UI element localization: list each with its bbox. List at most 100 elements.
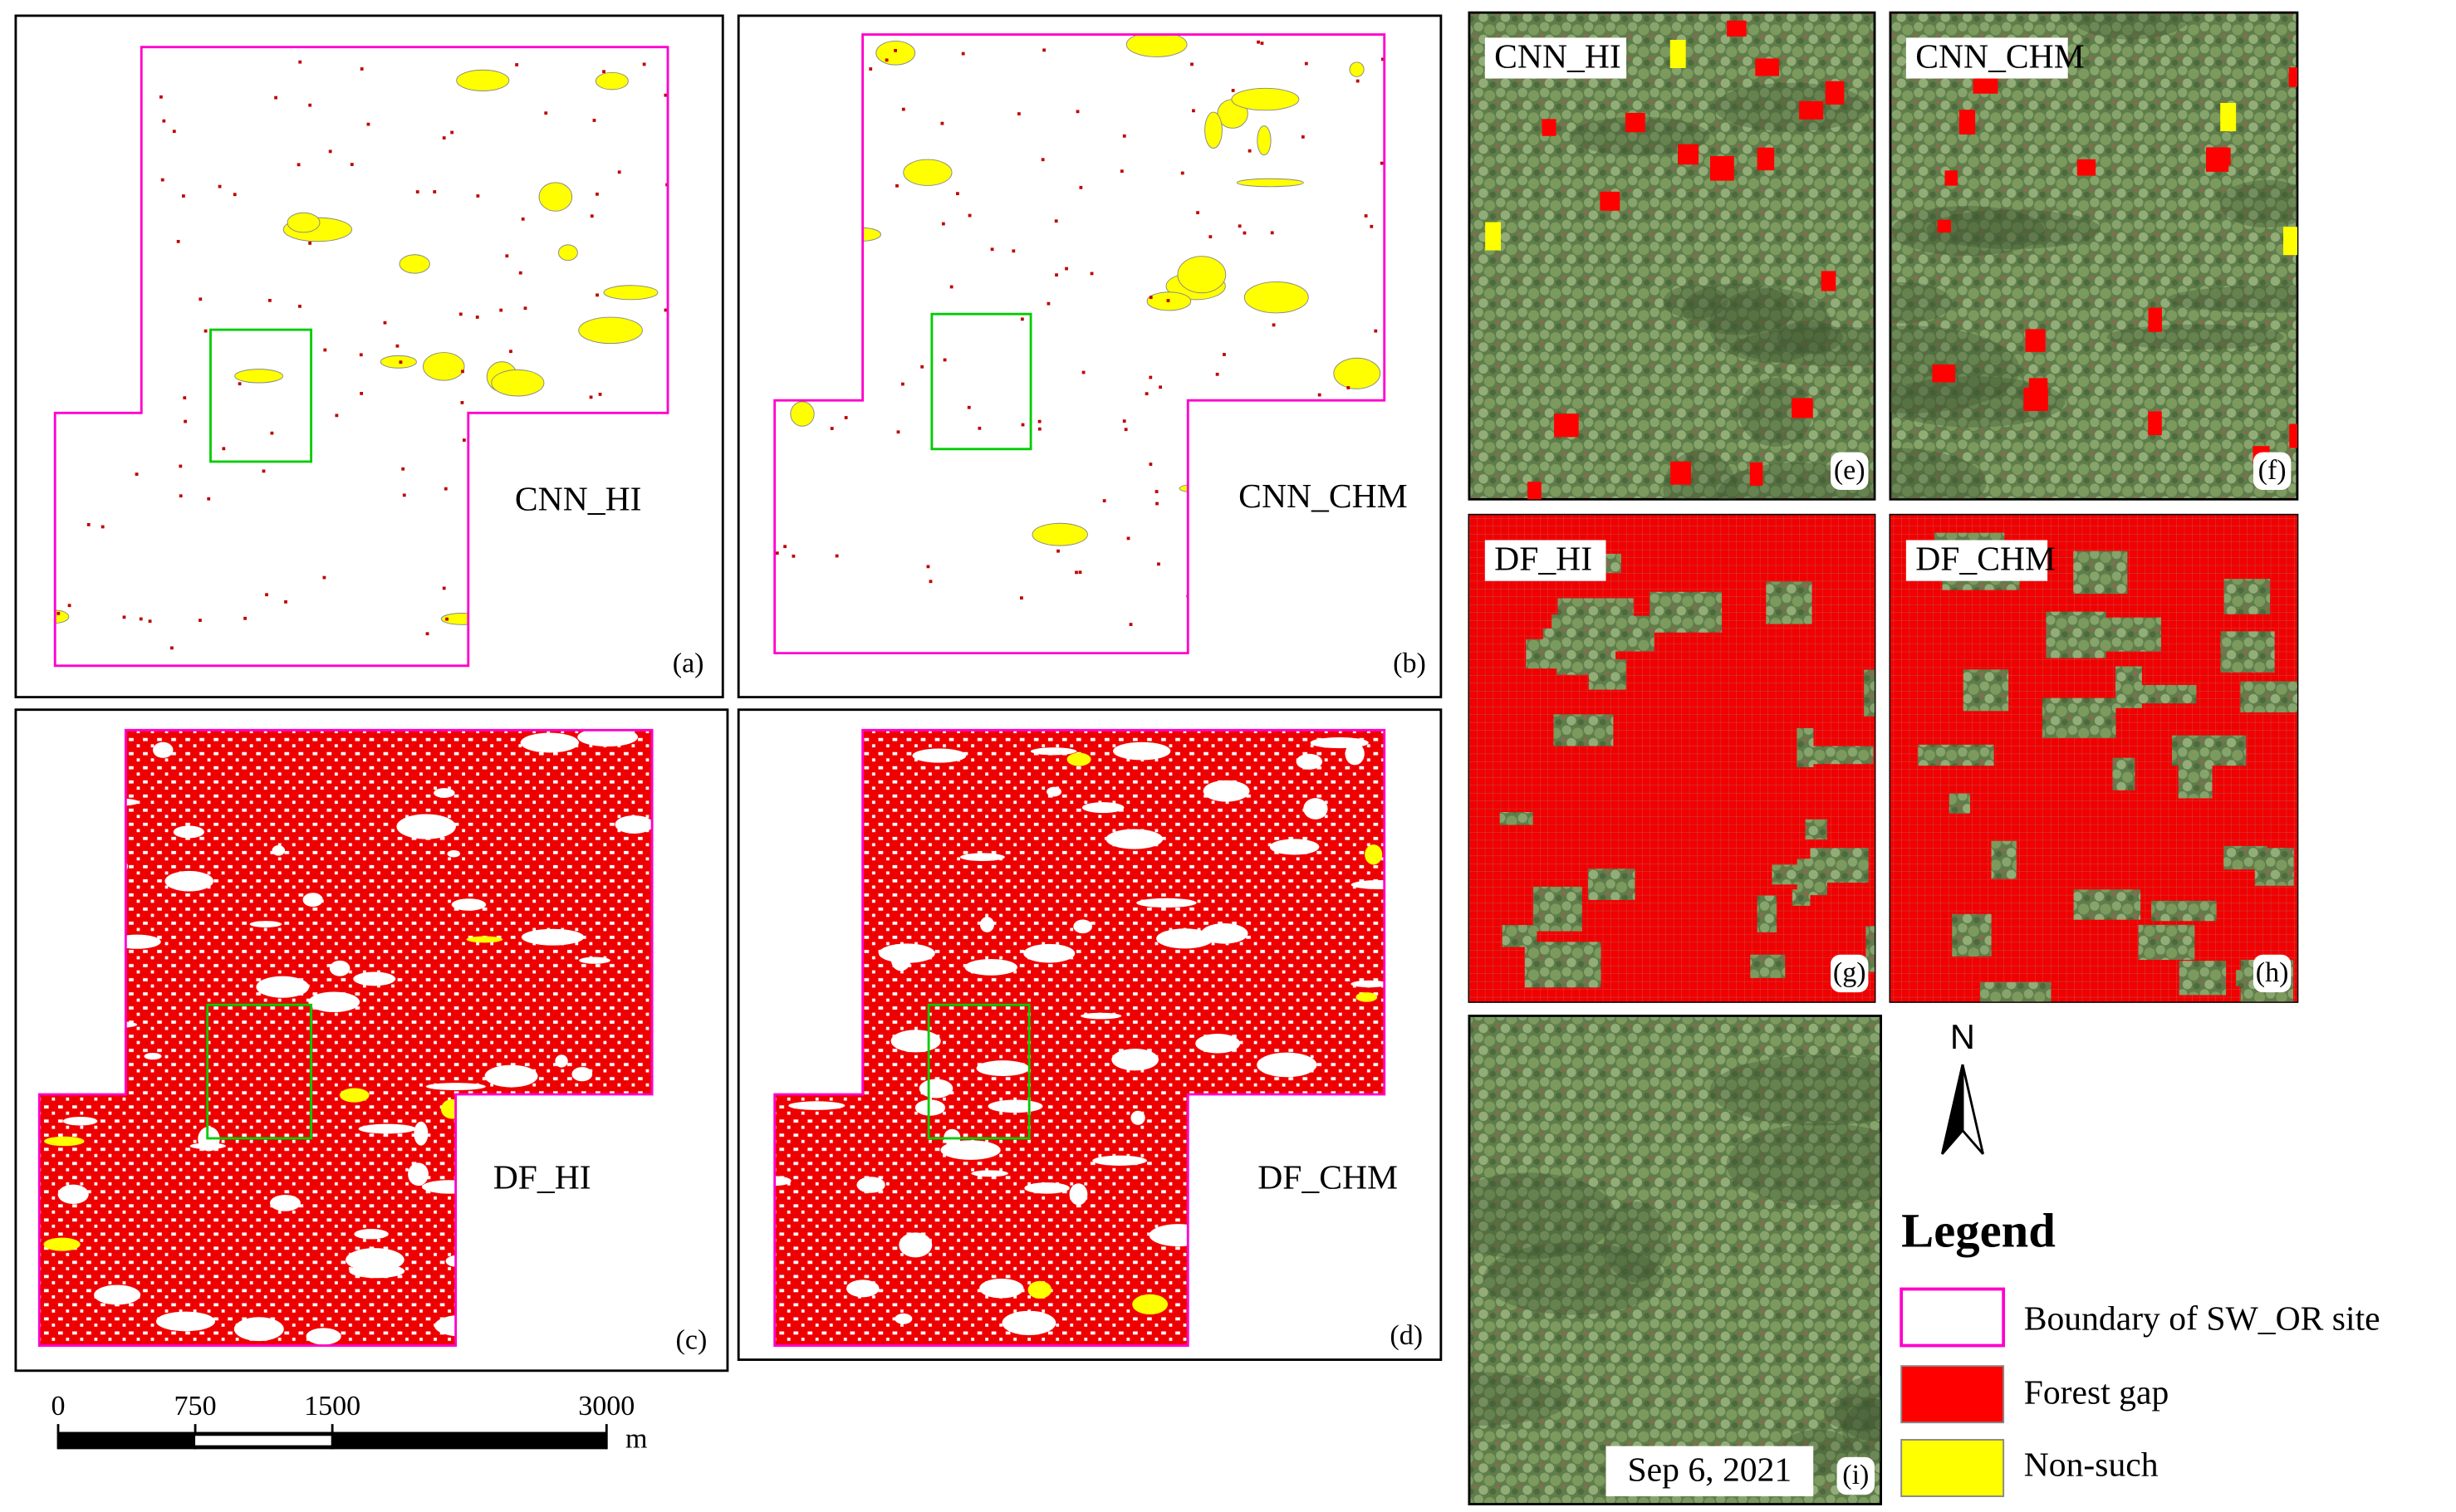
gap	[170, 646, 174, 650]
gap	[67, 604, 71, 608]
gap	[1020, 317, 1024, 321]
canopy	[2179, 961, 2227, 996]
non-such	[43, 1237, 81, 1251]
gap	[1155, 502, 1159, 506]
canopy	[1963, 669, 2009, 712]
clearing	[1073, 919, 1092, 934]
canopy	[1750, 954, 1786, 978]
non-such	[1027, 1280, 1052, 1299]
non-such	[44, 1136, 85, 1147]
gap	[148, 619, 152, 624]
non-such	[2282, 227, 2297, 256]
non-such	[339, 1088, 370, 1103]
scale-label: 0	[51, 1391, 65, 1421]
shade	[1738, 378, 1813, 448]
gap	[298, 60, 302, 64]
gap	[1196, 211, 1199, 215]
clearing	[914, 1099, 946, 1116]
gap	[1208, 235, 1213, 239]
gap	[783, 545, 787, 549]
gap	[322, 575, 326, 580]
clearing	[1069, 1183, 1088, 1206]
canopy	[2223, 579, 2271, 614]
canopy	[1797, 727, 1814, 768]
panel-name: CNN_CHM	[1238, 477, 1408, 516]
gap	[1542, 119, 1556, 136]
gap	[1932, 364, 1956, 383]
gap	[518, 271, 522, 275]
gap	[961, 51, 965, 56]
clearing	[329, 960, 351, 976]
gap	[1159, 385, 1162, 389]
site-boundary	[53, 46, 669, 668]
gap	[900, 382, 904, 386]
clearing	[249, 921, 282, 927]
gap	[308, 103, 312, 107]
gap	[1079, 185, 1083, 189]
gap	[135, 472, 139, 476]
canopy	[1499, 811, 1533, 825]
clearing	[155, 1311, 215, 1332]
gap	[509, 350, 512, 354]
canopy	[1991, 840, 2017, 879]
gap	[476, 194, 480, 198]
panel-name: CNN_CHM	[1915, 37, 2085, 76]
gap	[425, 632, 429, 636]
label-box	[1831, 954, 1869, 993]
legend-swatch	[1900, 1439, 2005, 1498]
gap	[2148, 307, 2162, 332]
clearing	[1023, 943, 1076, 963]
clearing	[414, 1121, 429, 1146]
gap	[1190, 62, 1194, 66]
clearing	[164, 870, 213, 892]
clearing	[577, 730, 639, 747]
clearing	[256, 976, 310, 998]
gap	[298, 304, 301, 308]
gap	[1755, 58, 1779, 76]
scale-label: 1500	[304, 1391, 360, 1421]
non-such	[1243, 281, 1309, 314]
non-such	[1349, 61, 1365, 77]
canopy	[2172, 735, 2247, 766]
gap	[1301, 135, 1305, 139]
gap	[990, 247, 994, 252]
non-such	[1333, 357, 1381, 389]
gap	[1958, 110, 1976, 135]
non-such	[399, 254, 430, 274]
canopy	[2073, 550, 2128, 595]
gap	[499, 308, 503, 312]
canopy	[1524, 942, 1601, 988]
clearing	[306, 1328, 341, 1345]
gap	[162, 119, 166, 123]
clearing	[579, 957, 610, 964]
canopy	[1532, 886, 1582, 932]
clearing	[1345, 742, 1365, 766]
gap	[366, 122, 370, 126]
canopy	[2220, 631, 2275, 673]
gap	[1122, 419, 1126, 423]
gap	[233, 193, 237, 197]
gap	[596, 192, 599, 196]
gap	[262, 469, 266, 473]
clearing	[964, 959, 1017, 976]
non-such	[456, 69, 510, 91]
label-box	[1905, 540, 2048, 581]
canopy	[1553, 714, 1614, 746]
clearing	[1203, 780, 1250, 802]
gap	[265, 593, 268, 597]
canopy	[1588, 658, 1626, 690]
shade	[2167, 286, 2297, 313]
gap	[1126, 536, 1130, 541]
site-boundary	[37, 728, 654, 1347]
gap	[885, 58, 889, 62]
gap	[199, 619, 202, 622]
gap	[943, 358, 947, 362]
clearing	[1047, 786, 1061, 797]
gap	[792, 554, 796, 558]
gap	[1370, 224, 1374, 228]
image-panel	[1468, 1015, 1882, 1505]
shade	[1468, 1372, 1571, 1426]
shade	[1726, 1123, 1881, 1206]
image-content	[1468, 515, 1875, 1002]
